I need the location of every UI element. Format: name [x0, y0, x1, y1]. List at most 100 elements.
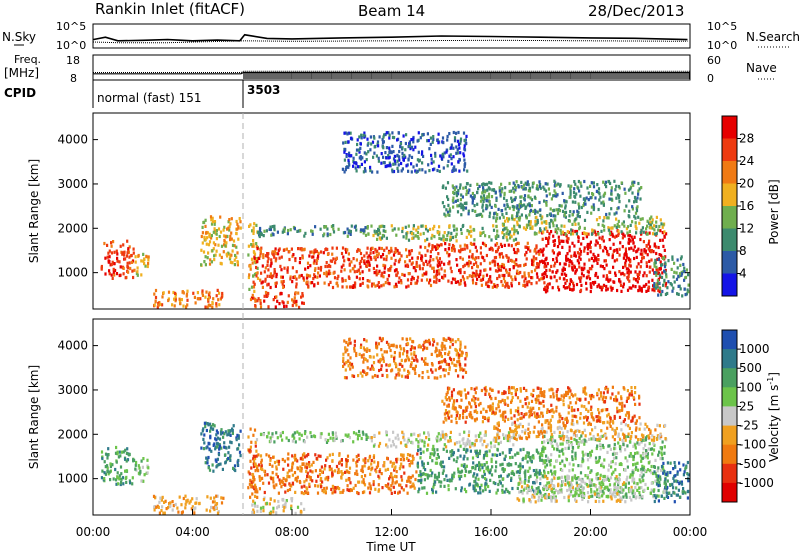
velocity-data-cell [509, 456, 512, 460]
power-data-cell [373, 229, 376, 233]
power-data-cell [363, 261, 366, 265]
velocity-data-cell [107, 447, 110, 451]
velocity-data-cell [602, 474, 605, 479]
power-data-cell [523, 197, 526, 201]
power-data-cell [544, 189, 548, 193]
velocity-data-cell [418, 487, 421, 491]
power-ylabel: Slant Range [km] [27, 159, 41, 263]
power-data-cell [297, 247, 300, 251]
power-data-cell [632, 183, 635, 187]
power-data-cell [451, 235, 454, 239]
power-data-cell [617, 206, 620, 210]
power-data-cell [572, 190, 576, 194]
power-data-cell [470, 229, 473, 233]
power-data-cell [441, 185, 444, 189]
velocity-data-cell [282, 498, 285, 502]
power-data-cell [494, 243, 497, 247]
power-data-cell [429, 142, 432, 146]
power-data-cell [347, 140, 350, 144]
power-data-cell [551, 221, 555, 225]
velocity-data-cell [202, 427, 205, 431]
power-data-cell [544, 236, 548, 240]
power-data-cell [359, 157, 363, 161]
power-data-cell [562, 285, 565, 289]
power-data-cell [479, 246, 482, 250]
power-data-cell [651, 278, 654, 282]
power-data-cell [528, 186, 531, 190]
velocity-data-cell [460, 474, 463, 478]
power-data-cell [416, 264, 419, 268]
velocity-data-cell [154, 496, 157, 500]
power-data-cell [634, 216, 637, 220]
power-data-cell [265, 229, 268, 233]
power-data-cell [360, 256, 364, 260]
power-data-cell [116, 256, 119, 260]
power-data-cell [421, 161, 424, 165]
power-data-cell [252, 226, 255, 230]
power-data-cell [310, 250, 313, 254]
power-data-cell [608, 212, 611, 216]
velocity-data-cell [420, 478, 423, 482]
power-data-cell [229, 222, 232, 226]
velocity-data-cell [499, 481, 502, 485]
velocity-data-cell [125, 469, 128, 473]
power-data-cell [462, 186, 465, 190]
power-data-cell [500, 265, 504, 269]
power-data-cell [488, 247, 491, 251]
velocity-data-cell [228, 430, 231, 434]
power-data-cell [424, 239, 427, 243]
power-data-cell [438, 230, 441, 234]
velocity-data-cell [516, 451, 519, 455]
power-data-cell [385, 246, 388, 250]
power-data-cell [556, 245, 560, 249]
velocity-data-cell [599, 489, 602, 494]
power-data-cell [275, 281, 278, 285]
velocity-data-cell [377, 483, 380, 487]
power-data-cell [498, 186, 501, 190]
velocity-data-cell [496, 448, 499, 452]
power-data-cell [583, 262, 586, 266]
velocity-data-cell [206, 458, 209, 462]
power-data-cell [608, 197, 611, 201]
velocity-data-cell [518, 469, 522, 473]
velocity-data-cell [356, 491, 359, 495]
velocity-data-cell [284, 490, 287, 494]
power-data-cell [347, 160, 350, 164]
power-data-cell [147, 258, 150, 262]
velocity-data-cell [552, 486, 555, 490]
velocity-data-cell [475, 453, 478, 457]
velocity-data-cell [219, 462, 222, 466]
power-data-cell [576, 259, 579, 263]
power-data-cell [501, 187, 504, 191]
velocity-data-cell [434, 480, 437, 484]
power-data-cell [288, 250, 291, 254]
power-data-cell [513, 230, 516, 234]
power-data-cell [564, 286, 567, 290]
power-data-cell [294, 258, 297, 263]
power-data-cell [215, 304, 218, 308]
power-data-cell [363, 151, 366, 155]
power-data-cell [206, 256, 209, 260]
power-data-cell [683, 287, 686, 291]
power-data-cell [627, 272, 631, 276]
power-data-cell [126, 266, 130, 270]
power-data-cell [376, 170, 379, 174]
power-data-cell [444, 214, 447, 218]
velocity-data-cell [322, 490, 325, 494]
power-data-cell [516, 212, 519, 217]
power-data-cell [159, 302, 162, 306]
velocity-data-cell [269, 511, 272, 516]
power-data-cell [507, 256, 510, 260]
velocity-data-cell [519, 448, 522, 452]
power-data-cell [320, 250, 323, 254]
power-data-cell [613, 248, 616, 253]
velocity-data-cell [561, 459, 564, 463]
power-data-cell [368, 261, 371, 265]
power-data-cell [343, 268, 346, 272]
power-data-cell [230, 237, 233, 241]
power-data-cell [540, 259, 544, 263]
power-data-cell [648, 270, 651, 274]
power-data-cell [223, 225, 226, 229]
power-data-cell [613, 235, 616, 239]
power-data-cell [523, 183, 526, 187]
